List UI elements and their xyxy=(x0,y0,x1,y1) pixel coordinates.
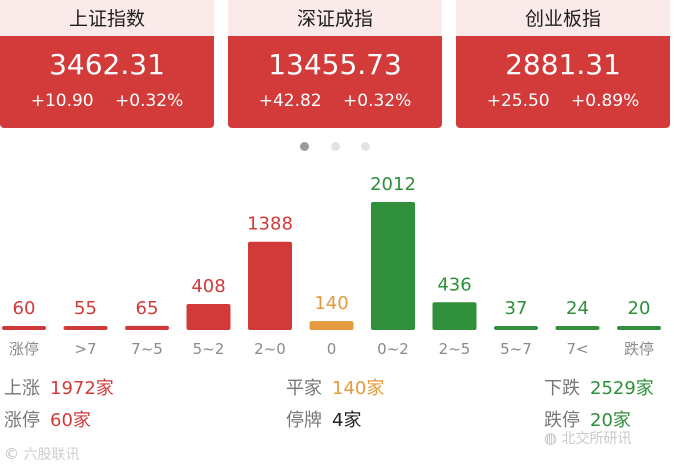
bar-10 xyxy=(617,326,661,330)
summary-limit-down-label: 跌停 xyxy=(544,410,580,431)
bar-value-label: 24 xyxy=(566,298,589,319)
bar-1 xyxy=(63,326,108,330)
index-value: 13455.73 xyxy=(268,48,402,81)
brand-logo-icon: © xyxy=(4,445,19,463)
summary-limit-down: 跌停 20家 xyxy=(544,408,631,434)
index-cards: 上证指数 3462.31 +10.90 +0.32% 深证成指 13455.73… xyxy=(0,0,674,130)
index-card-chinext[interactable]: 创业板指 2881.31 +25.50 +0.89% xyxy=(456,0,670,128)
summary-suspended-label: 停牌 xyxy=(286,410,322,431)
summary-up: 上涨 1972家 xyxy=(4,376,114,402)
summary-flat: 平家 140家 xyxy=(286,376,384,402)
bar-value-label: 436 xyxy=(437,274,471,295)
index-change-row: +25.50 +0.89% xyxy=(456,90,670,112)
index-name: 上证指数 xyxy=(0,0,214,36)
bar-9 xyxy=(555,326,600,330)
bar-value-label: 65 xyxy=(136,298,159,319)
index-value: 3462.31 xyxy=(49,48,165,81)
summary-up-label: 上涨 xyxy=(4,378,40,399)
bar-3 xyxy=(186,304,231,330)
bar-value-label: 408 xyxy=(191,276,225,297)
carousel-dot[interactable] xyxy=(300,142,309,151)
index-percent: +0.32% xyxy=(343,91,412,111)
category-label: 涨停 xyxy=(9,340,39,358)
watermark-left: © 六股联讯 xyxy=(4,444,79,464)
bar-value-label: 140 xyxy=(314,293,348,314)
index-change-row: +10.90 +0.32% xyxy=(0,90,214,112)
index-value: 2881.31 xyxy=(505,48,621,81)
category-label: 7~5 xyxy=(131,340,163,358)
category-label: 0~2 xyxy=(377,340,409,358)
summary-down-label: 下跌 xyxy=(544,378,580,399)
index-name: 创业板指 xyxy=(456,0,670,36)
category-label: 2~5 xyxy=(439,340,471,358)
category-label: 7< xyxy=(566,340,588,358)
summary-limit-up: 涨停 60家 xyxy=(4,408,91,434)
watermark-left-text: 六股联讯 xyxy=(23,447,80,463)
summary-limit-down-value: 20家 xyxy=(590,410,631,431)
summary-limit-up-value: 60家 xyxy=(50,410,91,431)
index-change: +10.90 xyxy=(30,91,94,111)
category-label: 5~2 xyxy=(193,340,225,358)
category-label: 2~0 xyxy=(254,340,286,358)
bar-0 xyxy=(2,326,46,330)
category-label: 5~7 xyxy=(500,340,532,358)
bar-value-label: 37 xyxy=(505,298,528,319)
bar-4 xyxy=(248,241,292,330)
bar-2 xyxy=(125,325,169,330)
watermark-right: ◍ 北交所研讯 xyxy=(544,428,632,448)
wechat-icon: ◍ xyxy=(544,429,558,447)
watermark-right-text: 北交所研讯 xyxy=(561,431,632,447)
summary-flat-value: 140家 xyxy=(332,378,385,399)
bar-value-label: 55 xyxy=(74,298,97,319)
summary-limit-up-label: 涨停 xyxy=(4,410,40,431)
bar-value-label: 20 xyxy=(628,298,651,319)
index-percent: +0.32% xyxy=(115,91,184,111)
bar-value-label: 60 xyxy=(13,298,36,319)
carousel-dot[interactable] xyxy=(331,142,340,151)
summary-suspended: 停牌 4家 xyxy=(286,408,361,434)
bar-6 xyxy=(371,202,415,330)
summary-flat-label: 平家 xyxy=(286,378,322,399)
index-change-row: +42.82 +0.32% xyxy=(228,90,442,112)
carousel-dots xyxy=(0,142,674,152)
summary-up-value: 1972家 xyxy=(50,378,114,399)
bar-value-label: 2012 xyxy=(370,174,416,195)
summary-down: 下跌 2529家 xyxy=(544,376,654,402)
bar-value-label: 1388 xyxy=(247,214,293,235)
category-label: 0 xyxy=(327,340,337,358)
index-name: 深证成指 xyxy=(228,0,442,36)
index-change: +42.82 xyxy=(258,91,322,111)
index-card-shanghai[interactable]: 上证指数 3462.31 +10.90 +0.32% xyxy=(0,0,214,128)
summary-down-value: 2529家 xyxy=(590,378,654,399)
index-change: +25.50 xyxy=(486,91,550,111)
bar-5 xyxy=(309,321,354,330)
category-label: 跌停 xyxy=(624,340,654,358)
index-card-shenzhen[interactable]: 深证成指 13455.73 +42.82 +0.32% xyxy=(228,0,442,128)
distribution-chart: 60 涨停 55 >7 65 7~5 408 5~2 1388 2~0 140 0 2012 0~2 436… xyxy=(2,174,661,358)
bar-8 xyxy=(494,326,538,330)
market-summary: 上涨 1972家 平家 140家 下跌 2529家 涨停 60家 停牌 4家 跌停 20家 xyxy=(0,370,674,466)
bar-7 xyxy=(432,302,477,330)
summary-suspended-value: 4家 xyxy=(332,410,362,431)
index-percent: +0.89% xyxy=(571,91,640,111)
carousel-dot[interactable] xyxy=(361,142,370,151)
category-label: >7 xyxy=(74,340,96,358)
